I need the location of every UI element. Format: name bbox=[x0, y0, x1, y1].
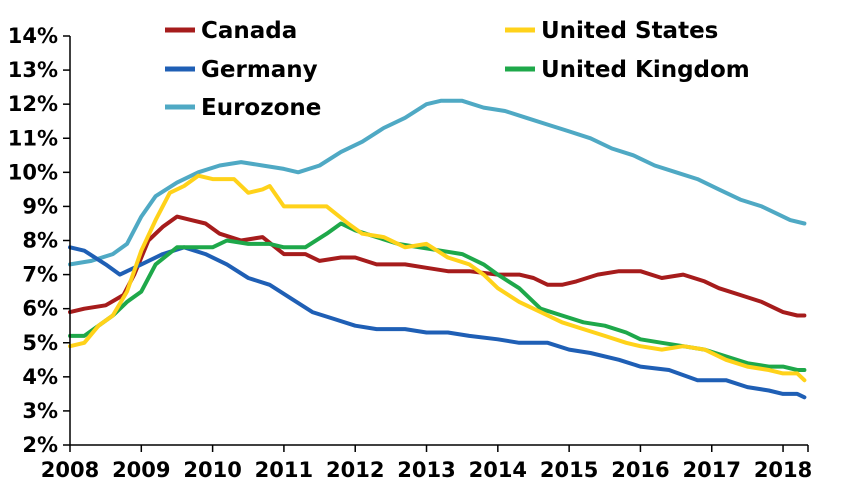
y-tick-label: 2% bbox=[22, 433, 58, 457]
y-tick-label: 10% bbox=[8, 160, 58, 184]
legend: Canada United States Germany United Kingdom… bbox=[165, 18, 750, 121]
y-tick-label: 3% bbox=[22, 399, 58, 423]
legend-label: Germany bbox=[201, 57, 318, 83]
series-layer bbox=[68, 98, 807, 400]
series-line-eurozone bbox=[68, 98, 807, 267]
x-tick-label: 2008 bbox=[41, 458, 99, 482]
series-line-canada bbox=[68, 214, 807, 318]
series-line-united-states bbox=[68, 173, 807, 383]
legend-label: United Kingdom bbox=[541, 57, 750, 83]
x-tick-label: 2016 bbox=[611, 458, 669, 482]
x-tick-label: 2011 bbox=[255, 458, 313, 482]
y-tick-label: 13% bbox=[8, 58, 58, 82]
legend-label: United States bbox=[541, 18, 718, 44]
y-tick-label: 4% bbox=[22, 365, 58, 389]
x-tick-label: 2018 bbox=[754, 458, 812, 482]
x-tick-label: 2010 bbox=[183, 458, 241, 482]
x-tick-label: 2017 bbox=[683, 458, 741, 482]
y-tick-label: 9% bbox=[22, 194, 58, 218]
y-tick-label: 7% bbox=[22, 263, 58, 287]
y-tick-label: 11% bbox=[8, 126, 58, 150]
axes: 2% 3% 4% 5% 6% 7% 8% 9% 10% 11% 12% 13% 14% 2008 2009 2… bbox=[8, 24, 813, 482]
legend-label: Canada bbox=[201, 18, 297, 44]
x-tick-label: 2013 bbox=[397, 458, 455, 482]
x-tick-label: 2012 bbox=[326, 458, 384, 482]
y-tick-label: 6% bbox=[22, 297, 58, 321]
y-tick-label: 5% bbox=[22, 331, 58, 355]
y-tick-label: 8% bbox=[22, 229, 58, 253]
y-tick-label: 14% bbox=[8, 24, 58, 48]
x-tick-label: 2009 bbox=[112, 458, 170, 482]
x-tick-label: 2014 bbox=[469, 458, 527, 482]
legend-label: Eurozone bbox=[201, 95, 321, 121]
y-tick-label: 12% bbox=[8, 92, 58, 116]
x-tick-label: 2015 bbox=[540, 458, 598, 482]
